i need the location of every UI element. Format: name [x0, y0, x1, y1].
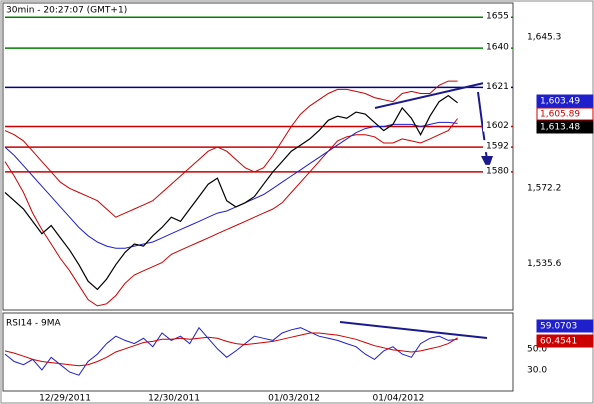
y-tick-label: 1,645.3: [527, 33, 561, 43]
level-label-box: [483, 80, 511, 93]
value-label: 1,613.48: [540, 123, 580, 133]
price-panel: [2, 2, 514, 311]
value-box: [536, 107, 594, 121]
rsi-panel: [2, 312, 514, 392]
level-label-box: [483, 10, 511, 23]
x-tick-label: 01/03/2012: [268, 394, 320, 404]
level-label-box: [483, 119, 511, 132]
series-line: [4, 121, 458, 249]
series-line: [4, 94, 458, 291]
level-label-box: [483, 164, 511, 177]
level-label: 1655: [486, 12, 509, 22]
x-tick-label: 12/30/2011: [148, 394, 200, 404]
value-label: 1,605.89: [540, 110, 580, 120]
level-label: 1580: [486, 166, 509, 176]
y-tick-label: 1,535.6: [527, 259, 562, 269]
rsi-title: RSI14 - 9MA: [6, 319, 62, 329]
value-box: [536, 319, 594, 333]
value-label: 59.0703: [540, 322, 577, 332]
level-label-box: [483, 41, 511, 54]
value-box: [536, 120, 594, 134]
level-label: 1640: [486, 43, 509, 53]
value-box: [536, 94, 594, 108]
y-tick-label: 1,572.2: [527, 183, 561, 193]
level-label: 1592: [486, 142, 509, 152]
series-line: [4, 332, 458, 367]
y-tick-label: 50.0: [527, 344, 547, 354]
value-label: 1,603.49: [540, 97, 580, 107]
trend-line: [374, 82, 485, 109]
arrow-head: [481, 156, 493, 170]
level-label-box: [483, 140, 511, 153]
value-label: 60.4541: [540, 337, 577, 347]
series-line: [4, 118, 458, 307]
series-line: [4, 326, 458, 376]
value-box: [536, 334, 594, 348]
level-label: 1602: [486, 121, 509, 131]
rsi-trend-line: [339, 321, 488, 339]
labels-layer: 1,645.3 1,572.2 1,535.6 1655 1640 1621 1602 159…: [39, 10, 594, 404]
x-tick-label: 12/29/2011: [39, 394, 91, 404]
marks-layer: [4, 16, 513, 376]
level-label: 1621: [486, 82, 509, 92]
series-line: [4, 80, 458, 218]
x-tick-label: 01/04/2012: [373, 394, 425, 404]
y-tick-label: 30.0: [527, 365, 547, 375]
chart-title: 30min - 20:27:07 (GMT+1): [6, 6, 127, 16]
